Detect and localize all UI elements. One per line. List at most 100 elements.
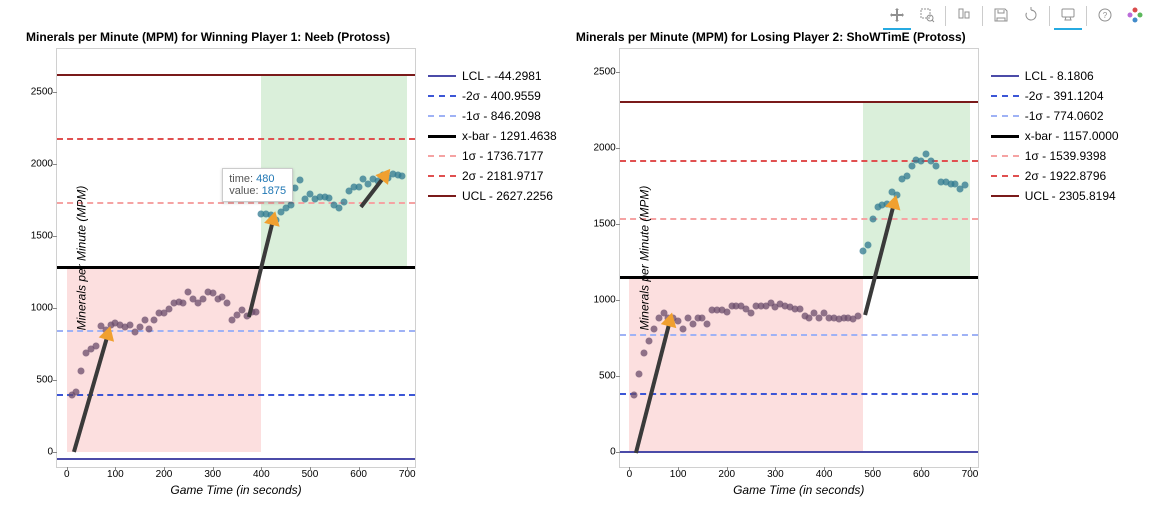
data-point[interactable] [302, 196, 309, 203]
legend-label: 2σ - 2181.9717 [462, 169, 543, 183]
y-axis-label: Minerals per Minute (MPM) [637, 186, 651, 331]
data-point[interactable] [180, 300, 187, 307]
data-point[interactable] [855, 313, 862, 320]
data-point[interactable] [645, 337, 652, 344]
legend-item[interactable]: -1σ - 846.2098 [428, 106, 557, 126]
help-icon[interactable]: ? [1091, 2, 1119, 30]
data-point[interactable] [73, 389, 80, 396]
legend-label: x-bar - 1291.4638 [462, 129, 557, 143]
legend-item[interactable]: -1σ - 774.0602 [991, 106, 1119, 126]
legend-item[interactable]: 2σ - 2181.9717 [428, 166, 557, 186]
legend: LCL - -44.2981 -2σ - 400.9559 -1σ - 846.20… [416, 56, 563, 504]
chart-title: Minerals per Minute (MPM) for Winning Pl… [26, 30, 390, 44]
data-point[interactable] [636, 371, 643, 378]
reference-line [620, 393, 978, 395]
data-point[interactable] [253, 308, 260, 315]
data-point[interactable] [199, 295, 206, 302]
save-icon[interactable] [987, 2, 1015, 30]
data-point[interactable] [229, 317, 236, 324]
data-point[interactable] [932, 162, 939, 169]
data-point[interactable] [859, 247, 866, 254]
box-zoom-icon[interactable] [913, 2, 941, 30]
hover-icon[interactable] [1054, 2, 1082, 30]
data-point[interactable] [796, 305, 803, 312]
hover-tooltip: time: 480value: 1875 [222, 168, 293, 202]
data-point[interactable] [908, 162, 915, 169]
data-point[interactable] [399, 173, 406, 180]
data-point[interactable] [185, 288, 192, 295]
data-point[interactable] [287, 202, 294, 209]
legend-item[interactable]: x-bar - 1157.0000 [991, 126, 1119, 146]
shaded-band [67, 266, 262, 452]
data-point[interactable] [864, 241, 871, 248]
data-point[interactable] [748, 310, 755, 317]
data-point[interactable] [869, 215, 876, 222]
legend-label: LCL - 8.1806 [1025, 69, 1094, 83]
legend-item[interactable]: x-bar - 1291.4638 [428, 126, 557, 146]
y-axis-label: Minerals per Minute (MPM) [74, 186, 88, 331]
reset-icon[interactable] [1017, 2, 1045, 30]
data-point[interactable] [141, 317, 148, 324]
legend-item[interactable]: -2σ - 400.9559 [428, 86, 557, 106]
data-point[interactable] [341, 199, 348, 206]
data-point[interactable] [78, 367, 85, 374]
reference-line [57, 74, 415, 76]
legend-item[interactable]: LCL - 8.1806 [991, 66, 1119, 86]
x-axis-label: Game Time (in seconds) [170, 483, 301, 497]
data-point[interactable] [903, 173, 910, 180]
data-point[interactable] [126, 321, 133, 328]
svg-text:?: ? [1103, 11, 1108, 20]
legend-label: 2σ - 1922.8796 [1025, 169, 1106, 183]
reference-line [620, 101, 978, 103]
legend-item[interactable]: 1σ - 1736.7177 [428, 146, 557, 166]
data-point[interactable] [136, 324, 143, 331]
legend-label: UCL - 2305.8194 [1025, 189, 1116, 203]
reference-line [57, 394, 415, 396]
legend-item[interactable]: 2σ - 1922.8796 [991, 166, 1119, 186]
legend-item[interactable]: UCL - 2627.2256 [428, 186, 557, 206]
shaded-band [629, 276, 863, 452]
reference-line [620, 218, 978, 220]
data-point[interactable] [631, 392, 638, 399]
data-point[interactable] [297, 177, 304, 184]
legend-item[interactable]: 1σ - 1539.9398 [991, 146, 1119, 166]
data-point[interactable] [165, 305, 172, 312]
plot-area[interactable]: 0500100015002000250001002003004005006007… [619, 48, 979, 468]
toolbar: ? [883, 2, 1149, 30]
data-point[interactable] [151, 317, 158, 324]
legend-label: x-bar - 1157.0000 [1025, 129, 1119, 143]
legend-label: 1σ - 1539.9398 [1025, 149, 1106, 163]
data-point[interactable] [224, 300, 231, 307]
legend-item[interactable]: -2σ - 391.1204 [991, 86, 1119, 106]
legend-label: 1σ - 1736.7177 [462, 149, 543, 163]
legend-label: -1σ - 846.2098 [462, 109, 541, 123]
data-point[interactable] [355, 183, 362, 190]
data-point[interactable] [923, 150, 930, 157]
data-point[interactable] [336, 205, 343, 212]
pan-icon[interactable] [883, 2, 911, 30]
legend-label: UCL - 2627.2256 [462, 189, 553, 203]
data-point[interactable] [962, 182, 969, 189]
reference-line [57, 138, 415, 140]
data-point[interactable] [704, 320, 711, 327]
box-select-icon[interactable] [950, 2, 978, 30]
data-point[interactable] [723, 308, 730, 315]
data-point[interactable] [689, 320, 696, 327]
charts-container: Minerals per Minute (MPM) for Winning Pl… [0, 0, 1157, 504]
x-axis-label: Game Time (in seconds) [733, 483, 864, 497]
data-point[interactable] [918, 158, 925, 165]
data-point[interactable] [679, 325, 686, 332]
legend-item[interactable]: LCL - -44.2981 [428, 66, 557, 86]
data-point[interactable] [326, 195, 333, 202]
legend-label: -2σ - 391.1204 [1025, 89, 1104, 103]
data-point[interactable] [146, 325, 153, 332]
plot-area[interactable]: time: 480value: 187505001000150020002500… [56, 48, 416, 468]
reference-line [620, 276, 978, 279]
data-point[interactable] [641, 349, 648, 356]
legend-label: LCL - -44.2981 [462, 69, 542, 83]
legend-label: -2σ - 400.9559 [462, 89, 541, 103]
bokeh-logo-icon[interactable] [1121, 2, 1149, 30]
data-point[interactable] [92, 343, 99, 350]
legend-label: -1σ - 774.0602 [1025, 109, 1104, 123]
legend-item[interactable]: UCL - 2305.8194 [991, 186, 1119, 206]
